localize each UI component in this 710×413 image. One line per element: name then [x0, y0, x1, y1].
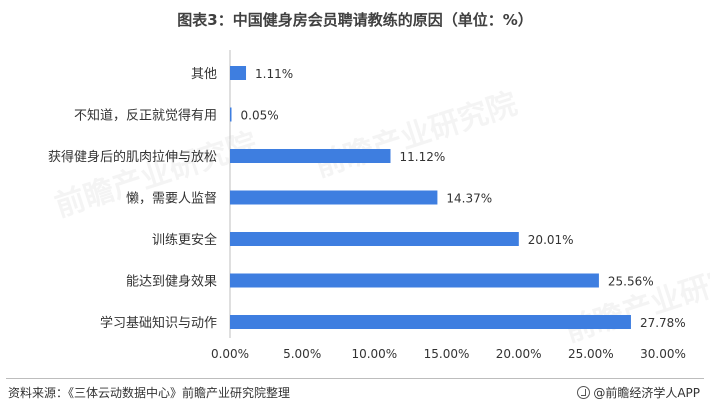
category-label: 获得健身后的肌肉拉伸与放松 [48, 149, 217, 165]
category-label: 学习基础知识与动作 [100, 315, 217, 331]
x-tick-label: 20.00% [496, 347, 542, 361]
category-label: 不知道，反正就觉得有用 [74, 108, 217, 124]
data-label: 25.56% [608, 275, 654, 289]
category-label: 能达到健身效果 [126, 274, 217, 290]
chart-title: 图表3：中国健身房会员聘请教练的原因（单位：%） [177, 11, 533, 29]
x-tick-label: 30.00% [640, 347, 686, 361]
footer-divider [6, 378, 704, 379]
x-tick-label: 15.00% [424, 347, 470, 361]
category-label: 训练更安全 [152, 232, 217, 248]
footer: 资料来源：《三体云动数据中心》前瞻产业研究院整理 @前瞻经济学人APP [0, 378, 710, 413]
bar [230, 149, 391, 163]
bar [230, 107, 232, 122]
x-tick-label: 5.00% [283, 347, 321, 361]
data-label: 27.78% [640, 316, 686, 330]
data-label: 14.37% [446, 192, 492, 206]
brand-label: @前瞻经济学人APP [577, 384, 700, 401]
x-tick-label: 25.00% [568, 347, 614, 361]
brand-logo-icon [577, 386, 591, 399]
category-label: 其他 [191, 67, 217, 82]
x-tick-label: 0.00% [211, 347, 249, 361]
x-tick-label: 10.00% [351, 347, 397, 361]
bar [230, 273, 599, 288]
data-label: 11.12% [399, 150, 445, 164]
bar [230, 232, 519, 246]
category-label: 懒，需要人监督 [126, 192, 217, 207]
source-note: 资料来源：《三体云动数据中心》前瞻产业研究院整理 [8, 386, 291, 400]
brand-text: @前瞻经济学人APP [593, 386, 700, 400]
bar [230, 66, 247, 80]
bar [230, 190, 438, 205]
bar [230, 315, 631, 329]
data-label: 0.05% [241, 109, 279, 123]
bar-chart: 其他 1.11% 不知道，反正就觉得有用 0.05% 获得健身后的肌肉拉伸与放松 11.1… [48, 50, 686, 361]
data-label: 20.01% [528, 233, 574, 247]
data-label: 1.11% [255, 67, 293, 81]
